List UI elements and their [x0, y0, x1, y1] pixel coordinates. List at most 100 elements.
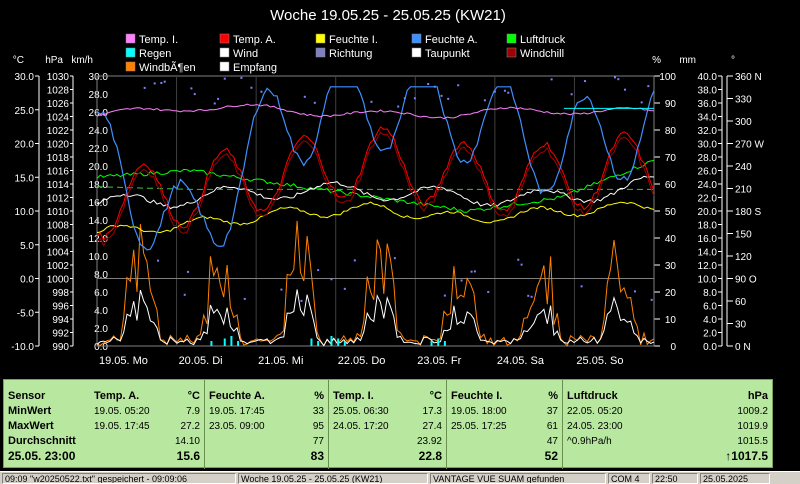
tick-wind-13: 4.0	[94, 306, 108, 317]
series-dewpoint	[96, 175, 655, 210]
legend-swatch-2	[315, 33, 326, 44]
tick-humidity-6: 40	[665, 234, 677, 245]
min-time: 19.05. 18:00	[451, 406, 507, 417]
max-value: 1019.9	[737, 421, 768, 432]
x-label-6: 25.05. So	[576, 355, 623, 367]
stats-section-0: Temp. A. °C 19.05. 05:20 7.9 19.05. 17:45 27.…	[90, 380, 204, 469]
row-label-max: MaxWert	[8, 420, 54, 432]
avg-value: 23.92	[416, 436, 442, 447]
direction-dot	[617, 78, 620, 81]
tick-rain-18: 4.0	[703, 315, 717, 326]
max-value: 27.4	[422, 421, 442, 432]
tick-direction-8: 120	[735, 252, 752, 263]
legend-label-2: Feuchte I.	[329, 34, 378, 46]
tick-wind-0: 30.0	[89, 72, 109, 83]
tick-pressure-14: 1002	[47, 261, 70, 272]
tick-humidity-4: 60	[665, 180, 677, 191]
legend-swatch-5	[125, 47, 136, 58]
legend-swatch-11	[219, 61, 230, 72]
direction-dot	[353, 259, 356, 262]
max-value: 27.2	[180, 421, 200, 432]
direction-dot	[580, 285, 583, 288]
direction-dot	[223, 77, 226, 80]
tick-wind-15: 0.0	[94, 342, 108, 353]
direction-dot	[487, 290, 490, 293]
min-value: 17.3	[422, 406, 442, 417]
tick-rain-10: 20.0	[698, 207, 718, 218]
series-wind	[96, 289, 655, 347]
direction-dot	[183, 293, 186, 296]
tick-humidity-7: 30	[665, 261, 677, 272]
stats-section-3: Feuchte I.% 19.05. 18:00 37 25.05. 17:25 61 4…	[446, 380, 562, 469]
section-name: Temp. A.	[94, 390, 140, 402]
direction-dot	[163, 80, 166, 83]
tick-rain-19: 2.0	[703, 329, 717, 340]
legend-label-11: Empfang	[233, 62, 277, 74]
series-temp-in	[96, 103, 655, 120]
unit-wind: km/h	[71, 55, 93, 66]
tick-temp-7: -5.0	[17, 308, 35, 319]
rain-bar-11	[443, 341, 446, 346]
section-name: Luftdruck	[567, 390, 618, 402]
series-humidity-out	[96, 86, 655, 251]
legend-swatch-9	[506, 47, 517, 58]
tick-pressure-17: 996	[52, 302, 69, 313]
direction-dot	[443, 294, 446, 297]
tick-humidity-1: 90	[665, 99, 677, 110]
direction-dot	[427, 82, 430, 85]
tick-direction-6: 180 S	[735, 207, 761, 218]
direction-dot	[143, 86, 146, 89]
direction-dot	[160, 82, 163, 85]
unit-humidity: %	[652, 55, 661, 66]
direction-dot	[517, 258, 520, 261]
min-value: 1009.2	[737, 406, 768, 417]
legend-label-4: Luftdruck	[520, 34, 566, 46]
avg-value: 77	[312, 436, 324, 447]
direction-dot	[457, 84, 460, 87]
tick-pressure-11: 1008	[47, 221, 70, 232]
direction-dot	[527, 294, 530, 297]
direction-dot	[303, 95, 306, 98]
legend: Temp. I. Temp. A. Feuchte I. Feuchte A. Luft…	[125, 33, 566, 74]
tick-wind-6: 18.0	[89, 180, 109, 191]
tick-direction-5: 210	[735, 185, 752, 196]
avg-value: 47	[546, 436, 558, 447]
direction-dot	[397, 105, 400, 108]
series-empfang	[96, 186, 654, 190]
direction-dot	[520, 263, 523, 266]
direction-dot	[413, 97, 416, 100]
right-edge	[774, 0, 800, 470]
direction-dot	[280, 288, 283, 291]
rain-bar-2	[230, 336, 233, 346]
tick-rain-20: 0.0	[703, 342, 717, 353]
last-value: 15.6	[176, 449, 200, 463]
direction-dot	[217, 97, 220, 100]
legend-label-9: Windchill	[520, 48, 564, 60]
tick-wind-9: 12.0	[89, 234, 109, 245]
direction-dot	[190, 87, 193, 90]
tick-temp-4: 10.0	[15, 207, 35, 218]
direction-dot	[633, 290, 636, 293]
plot-area	[96, 76, 655, 347]
tick-temp-8: -10.0	[11, 342, 34, 353]
tick-wind-12: 6.0	[94, 288, 108, 299]
tick-pressure-2: 1026	[47, 99, 70, 110]
tick-pressure-4: 1022	[47, 126, 70, 137]
x-label-0: 19.05. Mo	[99, 355, 148, 367]
direction-dot	[650, 298, 653, 301]
direction-dot	[623, 88, 626, 91]
tick-pressure-18: 994	[52, 315, 69, 326]
min-time: 25.05. 06:30	[333, 406, 389, 417]
rain-bar-6	[330, 336, 333, 346]
status-time: 22:50	[652, 473, 698, 484]
tick-humidity-3: 70	[665, 153, 677, 164]
rain-bar-10	[437, 338, 440, 346]
max-time: 24.05. 17:20	[333, 421, 389, 432]
tick-rain-9: 22.0	[698, 194, 718, 205]
direction-dot	[213, 102, 216, 105]
tick-rain-4: 32.0	[698, 126, 718, 137]
tick-temp-1: 25.0	[15, 106, 35, 117]
unit-rain: mm	[679, 55, 696, 66]
tick-pressure-5: 1020	[47, 140, 70, 151]
tick-direction-1: 330	[735, 95, 752, 106]
